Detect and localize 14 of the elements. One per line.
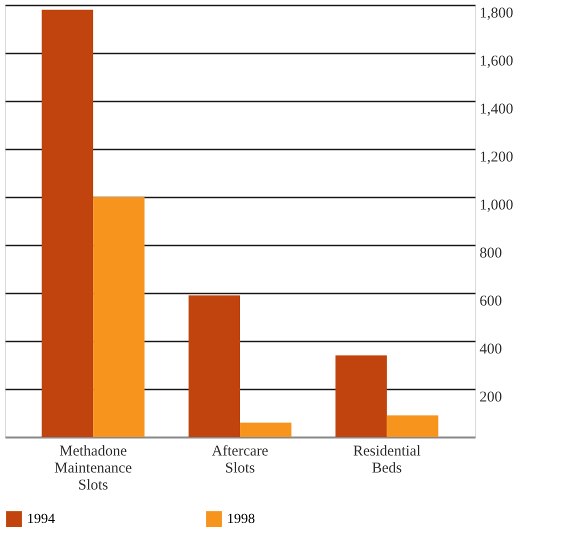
y-tick-label: 1,200 <box>480 150 514 166</box>
x-tick-label: Residential Beds <box>353 444 421 476</box>
legend-label: 1994 <box>27 512 55 528</box>
x-tick-label: Aftercare Slots <box>212 444 269 476</box>
y-tick-label: 400 <box>480 342 502 358</box>
y-tick-label: 800 <box>480 246 502 262</box>
y-tick-label: 200 <box>480 390 502 406</box>
y-tick-label: 1,600 <box>480 54 514 70</box>
legend-label: 1998 <box>227 512 255 528</box>
y-tick-label: 600 <box>480 294 502 310</box>
y-tick-label: 1,000 <box>480 198 514 214</box>
y-tick-label: 1,800 <box>480 6 514 22</box>
x-tick-label: Methadone Maintenance Slots <box>54 444 132 494</box>
y-tick-label: 1,400 <box>480 102 514 118</box>
